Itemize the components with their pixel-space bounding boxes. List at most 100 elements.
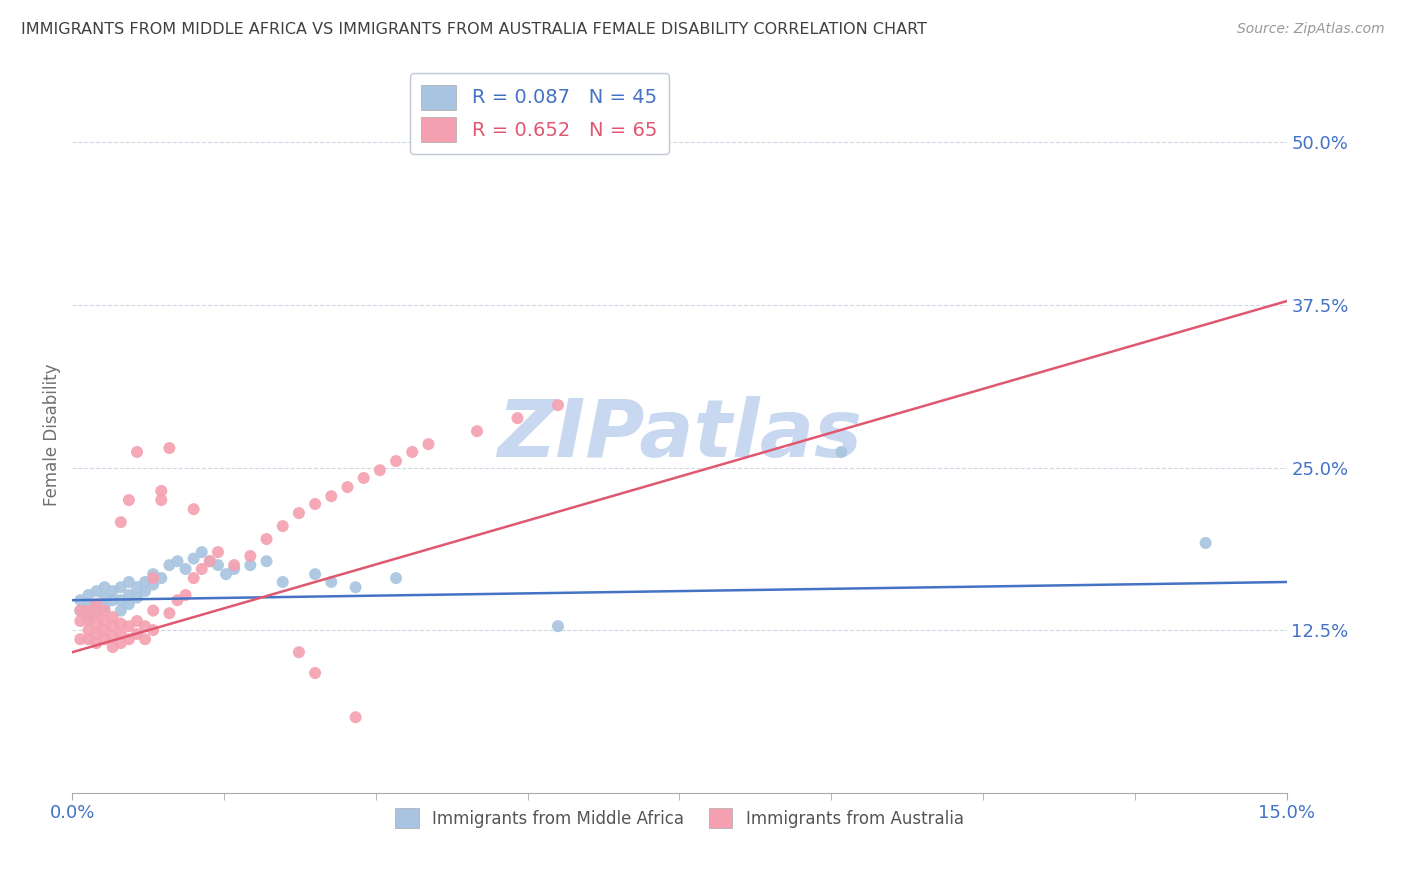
Text: ZIPatlas: ZIPatlas: [496, 396, 862, 474]
Point: [256, 554, 278, 568]
Point: [353, 471, 375, 485]
Point: [304, 666, 326, 681]
Point: [1194, 536, 1216, 550]
Point: [86, 627, 108, 641]
Text: Source: ZipAtlas.com: Source: ZipAtlas.com: [1237, 22, 1385, 37]
Point: [157, 441, 180, 455]
Point: [166, 593, 188, 607]
Point: [271, 519, 294, 533]
Point: [134, 584, 156, 599]
Point: [506, 411, 529, 425]
Point: [110, 616, 132, 631]
Point: [118, 597, 141, 611]
Point: [93, 591, 115, 605]
Point: [69, 604, 91, 618]
Point: [69, 614, 91, 628]
Point: [344, 710, 367, 724]
Point: [110, 627, 132, 641]
Point: [86, 616, 108, 631]
Point: [93, 632, 115, 647]
Point: [304, 567, 326, 582]
Point: [183, 551, 205, 566]
Point: [547, 619, 569, 633]
Point: [86, 606, 108, 620]
Point: [142, 571, 165, 585]
Point: [101, 630, 124, 644]
Point: [77, 604, 100, 618]
Point: [69, 604, 91, 618]
Point: [368, 463, 391, 477]
Point: [207, 545, 229, 559]
Point: [125, 614, 148, 628]
Point: [110, 580, 132, 594]
Point: [239, 558, 262, 573]
Point: [271, 574, 294, 589]
Point: [101, 610, 124, 624]
Point: [157, 606, 180, 620]
Point: [86, 636, 108, 650]
Point: [77, 610, 100, 624]
Point: [110, 515, 132, 529]
Point: [191, 545, 214, 559]
Point: [118, 632, 141, 647]
Point: [134, 619, 156, 633]
Point: [157, 558, 180, 573]
Point: [134, 632, 156, 647]
Point: [110, 604, 132, 618]
Point: [288, 645, 311, 659]
Point: [830, 445, 852, 459]
Point: [224, 558, 246, 573]
Point: [125, 580, 148, 594]
Point: [336, 480, 359, 494]
Point: [101, 593, 124, 607]
Point: [150, 493, 173, 508]
Legend: Immigrants from Middle Africa, Immigrants from Australia: Immigrants from Middle Africa, Immigrant…: [388, 802, 970, 834]
Point: [101, 640, 124, 654]
Point: [183, 571, 205, 585]
Text: IMMIGRANTS FROM MIDDLE AFRICA VS IMMIGRANTS FROM AUSTRALIA FEMALE DISABILITY COR: IMMIGRANTS FROM MIDDLE AFRICA VS IMMIGRA…: [21, 22, 927, 37]
Point: [93, 599, 115, 614]
Point: [69, 593, 91, 607]
Point: [418, 437, 440, 451]
Point: [174, 588, 197, 602]
Point: [207, 558, 229, 573]
Point: [150, 571, 173, 585]
Point: [77, 597, 100, 611]
Point: [256, 532, 278, 546]
Point: [77, 632, 100, 647]
Y-axis label: Female Disability: Female Disability: [44, 364, 60, 507]
Point: [142, 623, 165, 637]
Point: [401, 445, 423, 459]
Point: [93, 580, 115, 594]
Point: [93, 614, 115, 628]
Point: [77, 588, 100, 602]
Point: [125, 627, 148, 641]
Point: [93, 623, 115, 637]
Point: [150, 483, 173, 498]
Point: [118, 588, 141, 602]
Point: [77, 613, 100, 627]
Point: [118, 574, 141, 589]
Point: [465, 424, 488, 438]
Point: [174, 562, 197, 576]
Point: [125, 445, 148, 459]
Point: [191, 562, 214, 576]
Point: [385, 454, 408, 468]
Point: [321, 489, 343, 503]
Point: [77, 623, 100, 637]
Point: [101, 584, 124, 599]
Point: [183, 502, 205, 516]
Point: [288, 506, 311, 520]
Point: [134, 574, 156, 589]
Point: [125, 591, 148, 605]
Point: [86, 606, 108, 620]
Point: [224, 562, 246, 576]
Point: [118, 619, 141, 633]
Point: [321, 574, 343, 589]
Point: [142, 604, 165, 618]
Point: [110, 636, 132, 650]
Point: [344, 580, 367, 594]
Point: [547, 398, 569, 412]
Point: [198, 554, 221, 568]
Point: [110, 593, 132, 607]
